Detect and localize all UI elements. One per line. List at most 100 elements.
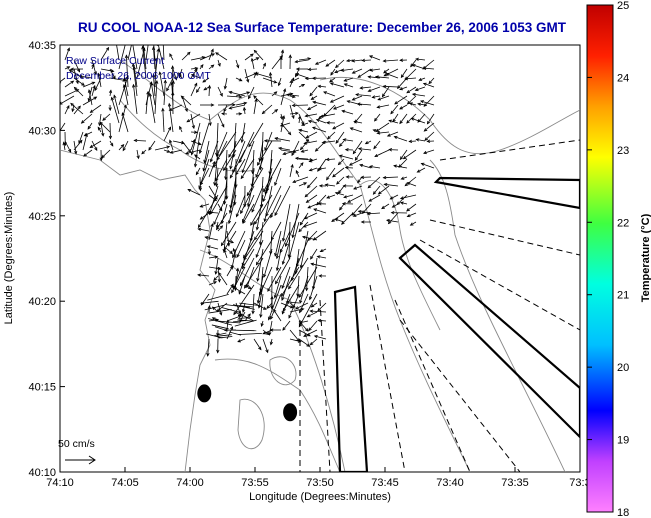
current-vector [162,108,165,133]
current-vector [335,131,345,144]
current-vector [81,113,93,124]
current-vector [208,49,214,61]
current-vector [289,112,299,115]
current-vector-head [386,218,390,223]
current-vector [217,336,233,339]
current-vector-head [253,49,258,54]
current-vector-head [288,285,292,290]
current-vector [169,104,183,111]
current-vector [386,219,399,223]
current-vector-head [305,138,310,142]
current-vector-head [342,138,347,142]
current-vector [101,149,111,158]
current-vector [244,53,254,61]
current-vector-head [326,176,330,181]
current-vector-head [277,82,281,87]
current-vector-head [389,196,394,200]
current-vector-head [408,102,413,106]
current-vector-head [151,73,156,78]
current-vector-head [406,182,411,186]
current-vector-head [390,110,394,115]
current-vector [269,320,273,335]
current-vector-head [406,120,410,124]
current-vector-head [284,243,288,248]
current-vector [271,221,282,241]
current-vector [195,167,201,175]
current-vector [238,305,254,308]
current-vector [166,77,174,91]
current-vector-head [273,308,277,313]
current-vector [217,86,223,97]
current-vector-head [240,139,244,144]
current-vector [428,77,435,84]
current-vector [320,113,336,118]
current-vector [282,149,300,155]
current-vector [154,146,170,151]
surface-current-vectors [60,36,435,357]
current-vector [280,115,285,133]
current-vector [208,318,233,326]
current-vector [367,176,381,189]
current-vector-head [148,36,151,39]
current-vector-head [323,91,327,95]
current-vector [359,164,372,169]
current-vector [318,167,327,170]
current-vector-head [291,103,296,108]
current-vector-head [306,106,311,110]
current-vector-head [248,95,252,100]
current-vector-head [87,97,91,102]
current-vector-head [184,108,188,113]
current-vector-head [108,89,113,94]
current-vector-head [217,278,221,283]
current-vector [64,105,70,115]
current-vector [360,86,372,89]
current-vector-head [246,91,251,95]
y-tick-label: 40:20 [28,296,56,308]
current-vector [132,45,138,70]
current-vector-head [166,149,171,153]
current-vector-head [155,79,159,84]
current-vector [64,89,79,97]
current-vector [295,248,300,274]
current-vector [63,142,66,151]
current-vector-head [263,188,267,193]
current-vector [343,139,354,142]
current-vector [299,275,309,304]
current-vector [368,86,381,92]
current-vector-head [327,135,331,140]
current-vector-head [223,167,227,172]
current-vector-head [307,205,312,209]
current-vector [210,185,228,215]
current-vector [332,167,345,178]
current-vector [82,133,88,151]
current-vector [339,203,345,211]
colorbar-tick-label: 19 [617,435,629,447]
current-vector [280,302,293,309]
current-vector-head [393,164,397,168]
current-vector-head [317,307,321,312]
current-vector [231,266,246,293]
current-vector-head [353,186,357,190]
current-vector-head [274,182,278,187]
current-vector-head [273,294,278,299]
current-vector [60,77,66,83]
current-vector-head [70,80,75,84]
current-vector [256,194,264,230]
current-vector [98,73,102,88]
scan-sector-lines [299,139,580,472]
current-vector [208,161,216,178]
current-vector-head [169,53,173,57]
x-tick-label: 74:00 [176,477,204,489]
current-vector [118,105,127,133]
current-vector [64,140,72,153]
current-vector-head [373,145,377,150]
current-vector [298,293,318,327]
current-vector-head [255,174,259,178]
current-vector-head [402,155,407,160]
current-vector [301,149,309,153]
current-vector-head [295,73,300,77]
current-vector [335,59,345,68]
current-vector [199,122,210,154]
current-vector-head [318,184,323,188]
current-vector-head [329,79,333,83]
